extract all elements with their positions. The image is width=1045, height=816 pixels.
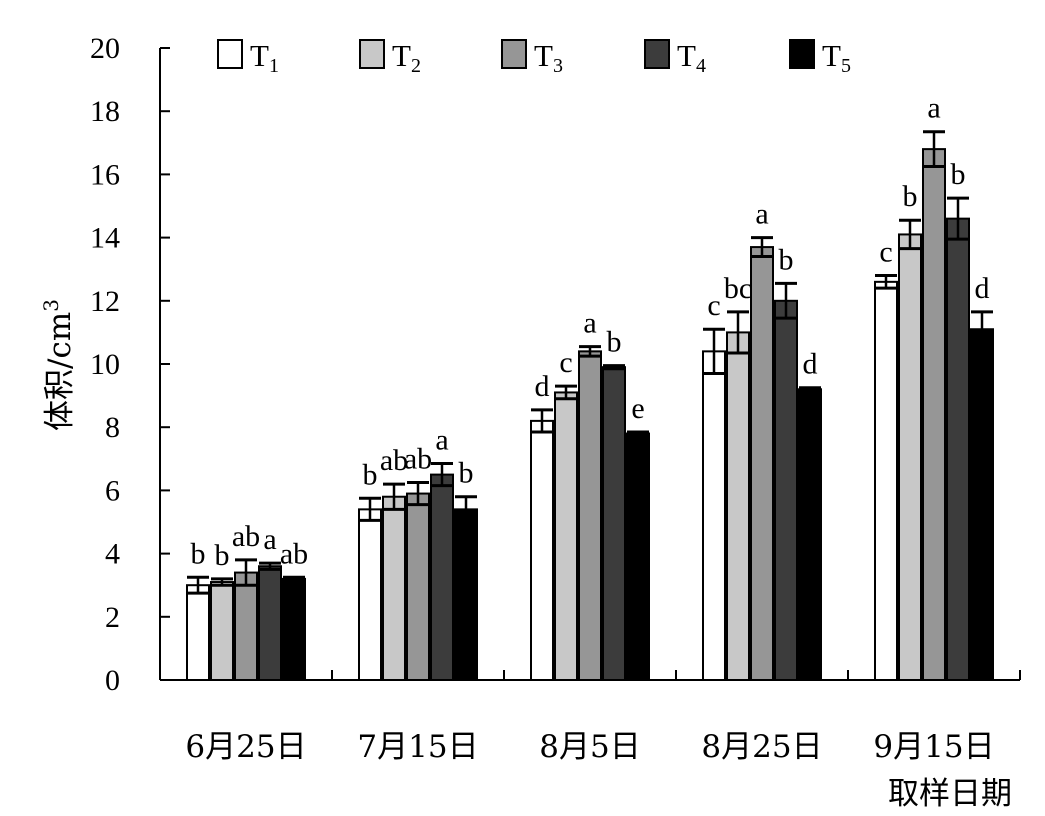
bar — [554, 391, 578, 681]
bar — [626, 432, 650, 681]
legend-label: T3 — [534, 38, 563, 77]
y-tick-label: 14 — [90, 222, 120, 255]
legend-label-main: T — [822, 38, 841, 73]
significance-label: b — [903, 180, 918, 213]
bar — [406, 492, 430, 681]
y-tick-label: 0 — [105, 664, 120, 697]
x-tick-label: 8月25日 — [701, 729, 822, 765]
legend-label-main: T — [250, 38, 269, 73]
bar — [774, 299, 798, 681]
bar — [702, 350, 726, 681]
significance-label: b — [951, 158, 966, 191]
significance-label: d — [803, 348, 818, 381]
significance-label: ab — [404, 443, 432, 476]
y-axis-title-sup: 3 — [39, 299, 63, 312]
significance-label: a — [755, 198, 768, 231]
bar — [922, 148, 946, 681]
bar — [874, 280, 898, 681]
legend-swatch — [789, 39, 815, 69]
legend-label: T5 — [822, 38, 851, 77]
y-tick-label: 8 — [105, 411, 120, 444]
significance-label: b — [607, 326, 622, 359]
legend-label: T4 — [677, 38, 706, 77]
bar — [970, 328, 994, 681]
significance-label: a — [583, 307, 596, 340]
significance-label: b — [191, 537, 206, 570]
bar — [234, 571, 258, 681]
significance-label: c — [707, 289, 720, 322]
legend-label-subscript: 2 — [411, 55, 421, 77]
y-tick-label: 20 — [90, 32, 120, 65]
bar — [258, 565, 282, 681]
significance-label: bc — [724, 272, 752, 305]
bar — [798, 388, 822, 681]
bar — [750, 246, 774, 682]
bar — [430, 473, 454, 681]
legend-label-main: T — [392, 38, 411, 73]
legend-swatch — [217, 39, 243, 69]
y-axis-title: 体积/cm3 — [39, 299, 78, 431]
bar — [530, 419, 554, 681]
x-axis-title: 取样日期 — [888, 776, 1012, 812]
x-axis: 6月25日 7月15日 8月5日 8月25日 9月15日 — [159, 670, 1021, 765]
bar — [898, 233, 922, 681]
bar — [358, 508, 382, 681]
legend-label: T1 — [250, 38, 279, 77]
significance-label: b — [363, 458, 378, 491]
legend-label-subscript: 4 — [696, 55, 706, 77]
bar — [382, 495, 406, 681]
bar — [186, 584, 210, 682]
significance-label: ab — [380, 444, 408, 477]
legend-label-subscript: 5 — [841, 55, 851, 77]
y-tick-label: 2 — [105, 601, 120, 634]
bar — [578, 350, 602, 681]
legend-label-subscript: 3 — [553, 55, 563, 77]
legend-label-main: T — [534, 38, 553, 73]
legend-swatch — [644, 39, 670, 69]
y-axis-title-main: 体积/cm — [42, 312, 78, 431]
significance-label: a — [435, 424, 448, 457]
y-axis: 0 2 4 6 8 10 12 14 16 18 20 — [90, 32, 170, 697]
significance-label: d — [535, 370, 550, 403]
significance-label: c — [559, 346, 572, 379]
significance-label: b — [459, 457, 474, 490]
bar — [602, 366, 626, 681]
legend-label-subscript: 1 — [269, 55, 279, 77]
bar — [454, 508, 478, 681]
y-tick-label: 4 — [105, 538, 120, 571]
y-tick-label: 12 — [90, 285, 120, 318]
x-tick-label: 6月25日 — [185, 729, 306, 765]
significance-label: a — [263, 523, 276, 556]
y-tick-label: 16 — [90, 158, 120, 191]
x-tick-label: 9月15日 — [873, 729, 994, 765]
x-tick-label: 7月15日 — [357, 729, 478, 765]
x-tick-label: 8月5日 — [539, 729, 640, 765]
y-tick-label: 10 — [90, 348, 120, 381]
significance-label: ab — [280, 537, 308, 570]
significance-label: c — [879, 236, 892, 269]
legend-label: T2 — [392, 38, 421, 77]
legend-label-main: T — [677, 38, 696, 73]
y-tick-label: 18 — [90, 95, 120, 128]
bar — [726, 331, 750, 681]
significance-label: ab — [232, 520, 260, 553]
legend-swatch — [359, 39, 385, 69]
bar — [210, 581, 234, 681]
y-tick-label: 6 — [105, 474, 120, 507]
significance-label: b — [215, 539, 230, 572]
legend-swatch — [501, 39, 527, 69]
significance-label: e — [631, 392, 644, 425]
legend: T1 T2 T3 T4 T5 — [217, 38, 851, 77]
bar — [282, 577, 306, 682]
significance-label: d — [975, 272, 990, 305]
bar — [946, 217, 970, 681]
significance-label: a — [927, 92, 940, 125]
significance-label: b — [779, 243, 794, 276]
